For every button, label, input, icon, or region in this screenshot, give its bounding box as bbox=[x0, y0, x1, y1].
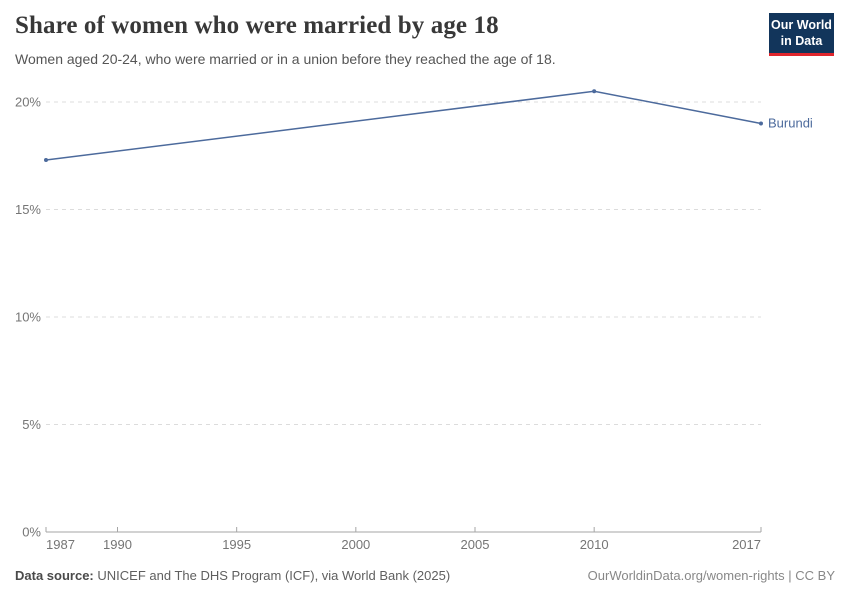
chart-subtitle: Women aged 20-24, who were married or in… bbox=[15, 51, 556, 67]
data-source-text: UNICEF and The DHS Program (ICF), via Wo… bbox=[97, 568, 451, 583]
x-axis-tick-label: 2010 bbox=[580, 537, 609, 552]
page-title: Share of women who were married by age 1… bbox=[15, 12, 499, 39]
y-axis-tick-label: 5% bbox=[22, 417, 41, 432]
data-source-label: Data source: bbox=[15, 568, 94, 583]
series-point[interactable] bbox=[592, 89, 597, 94]
x-axis-tick-label: 2005 bbox=[461, 537, 490, 552]
logo-text-line2: in Data bbox=[780, 34, 823, 49]
y-axis-tick-label: 20% bbox=[15, 95, 41, 110]
series-point[interactable] bbox=[759, 121, 763, 126]
y-axis-tick-label: 10% bbox=[15, 310, 41, 325]
series-entity-label[interactable]: Burundi bbox=[768, 116, 813, 131]
x-axis-tick-label: 1995 bbox=[222, 537, 251, 552]
chart-footer: Data source: UNICEF and The DHS Program … bbox=[15, 568, 835, 583]
x-axis-tick-label: 1990 bbox=[103, 537, 132, 552]
x-axis-tick-label: 2017 bbox=[732, 537, 761, 552]
data-source-note: Data source: UNICEF and The DHS Program … bbox=[15, 568, 450, 583]
logo-text-line1: Our World bbox=[771, 18, 832, 32]
series-point[interactable] bbox=[44, 158, 48, 163]
rights-link[interactable]: OurWorldinData.org/women-rights | CC BY bbox=[587, 568, 835, 583]
x-axis-tick-label: 2000 bbox=[341, 537, 370, 552]
owid-logo[interactable]: Our World in Data bbox=[769, 13, 834, 56]
y-axis-tick-label: 0% bbox=[22, 525, 41, 540]
y-axis-tick-label: 15% bbox=[15, 202, 41, 217]
x-axis-tick-label: 1987 bbox=[46, 537, 75, 552]
